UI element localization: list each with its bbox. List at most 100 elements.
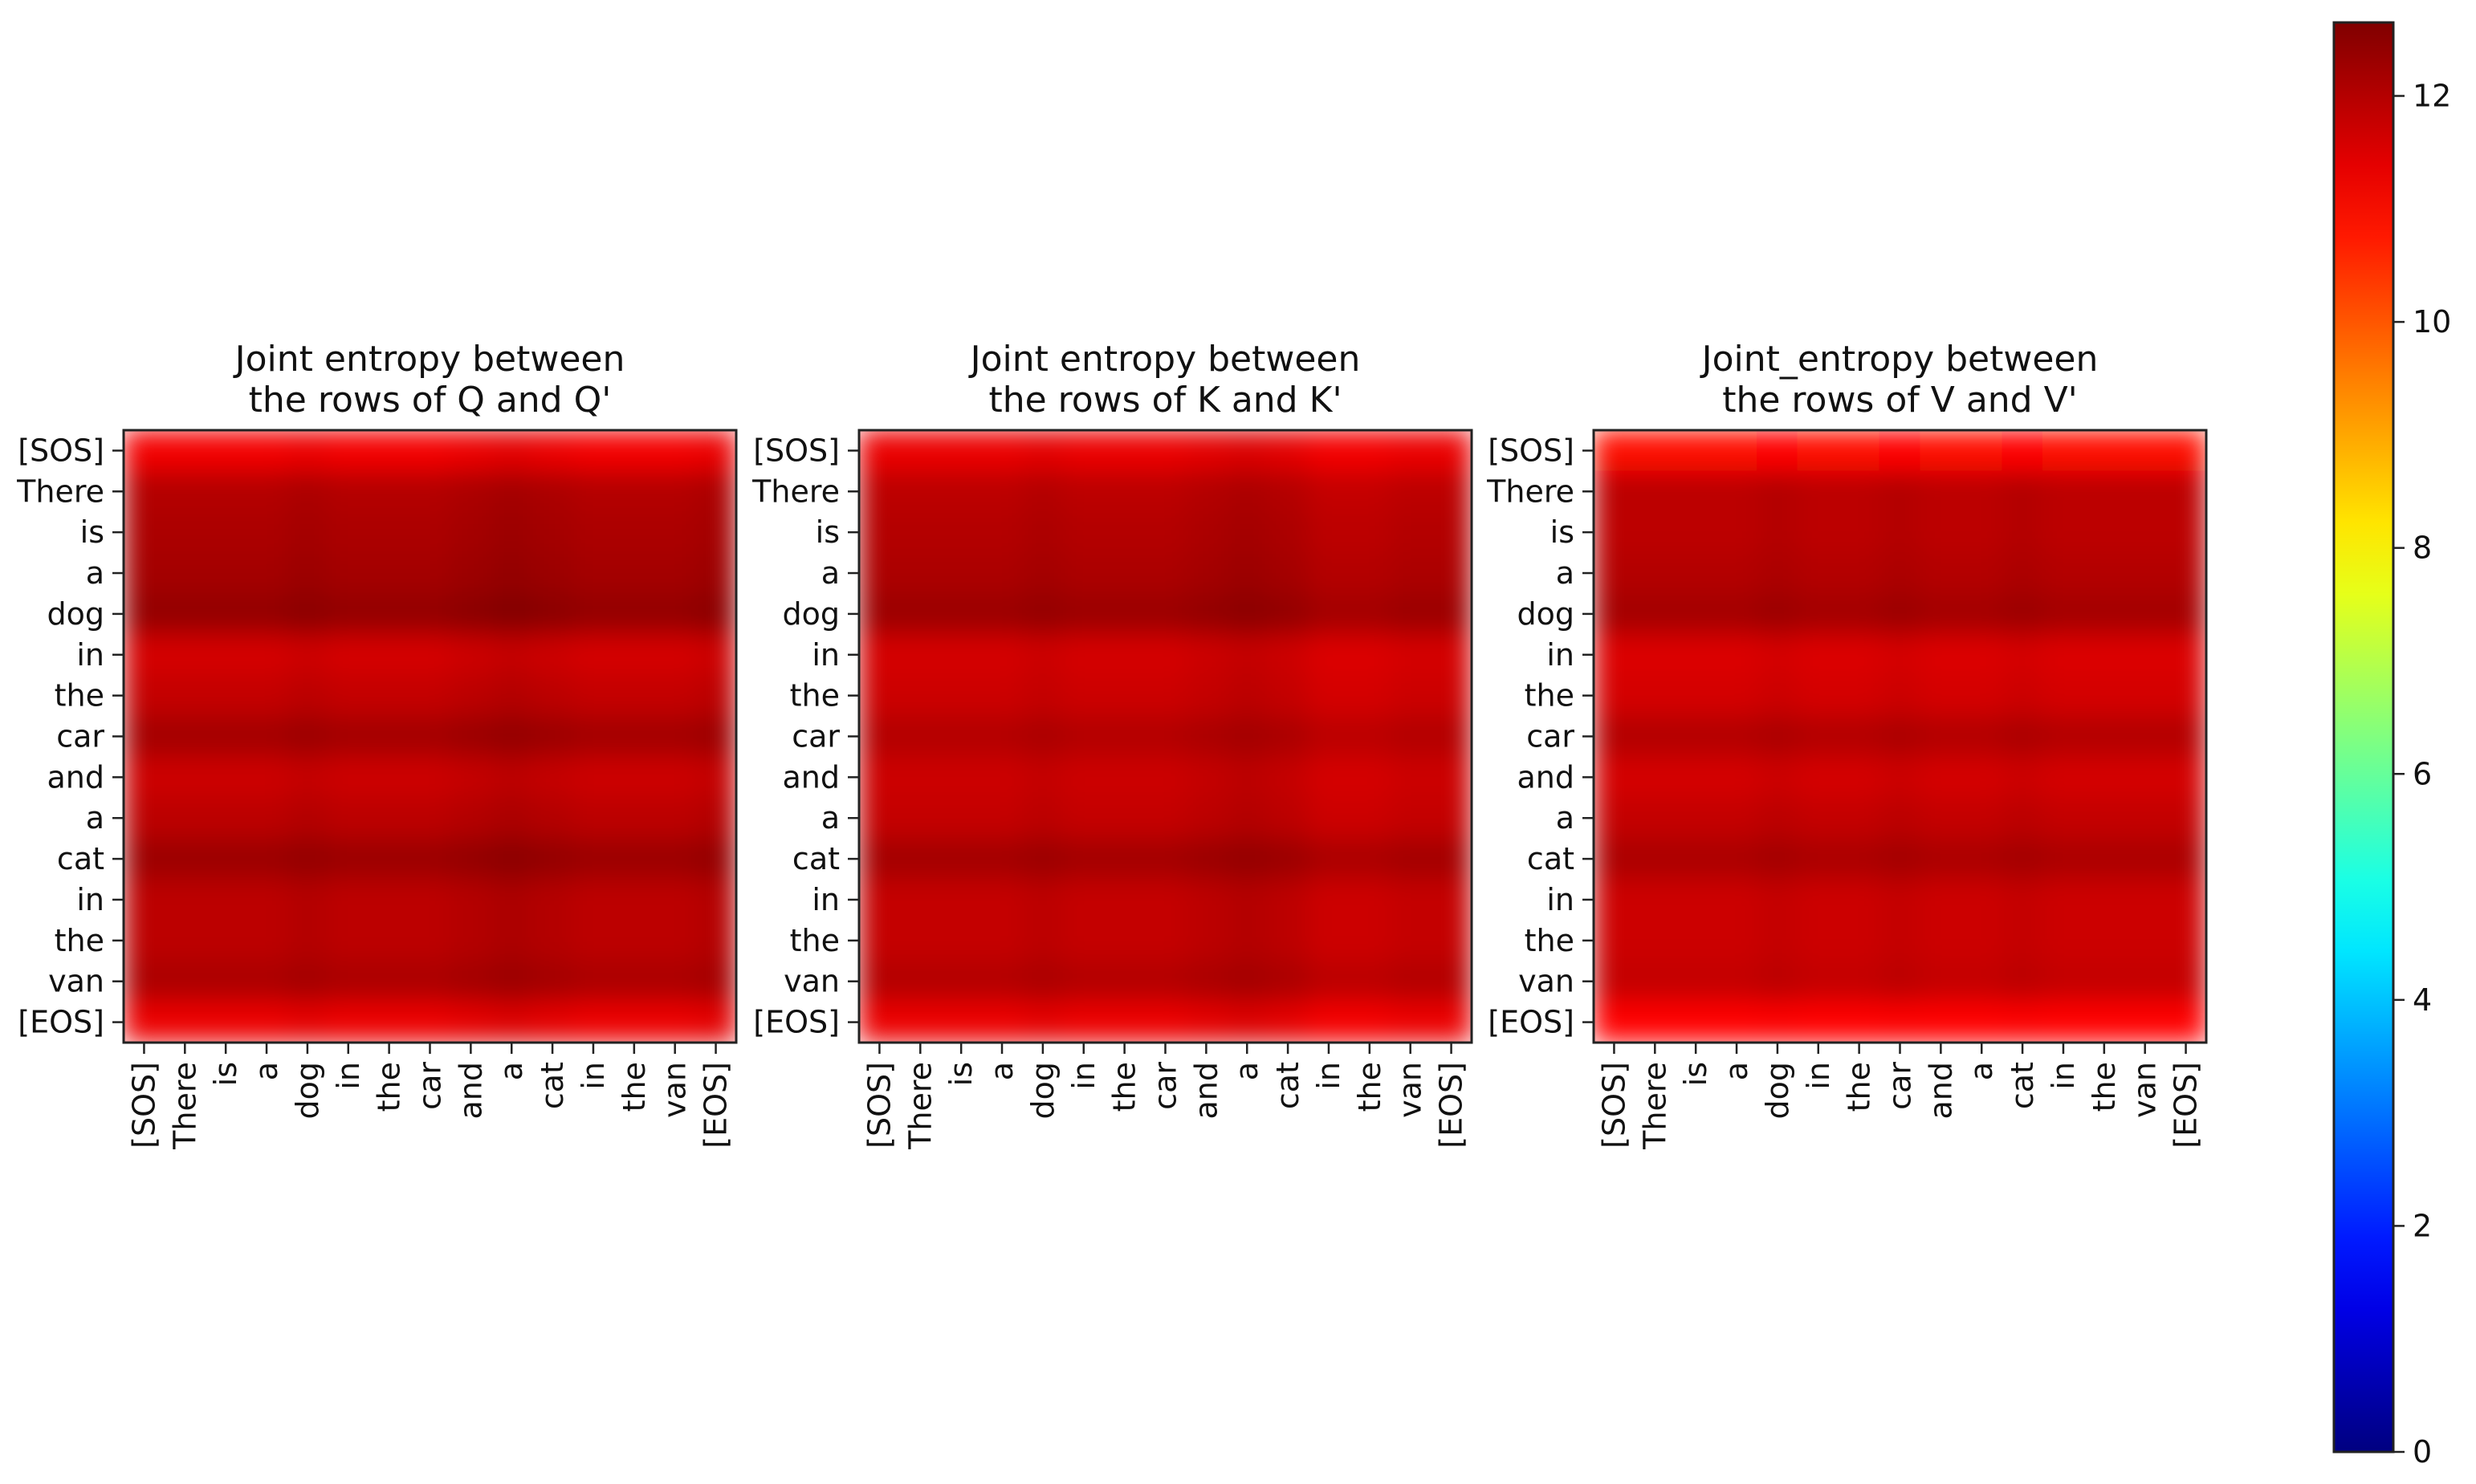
heatmap-cell: [124, 633, 165, 676]
heatmap-cell: [531, 633, 574, 676]
heatmap-cell: [1675, 919, 1717, 962]
heatmap-cell: [2164, 430, 2206, 472]
heatmap-cell: [859, 715, 901, 758]
heatmap-cell: [1961, 1001, 2003, 1043]
heatmap-cells: [1594, 430, 2206, 1043]
heatmap-cell: [940, 919, 983, 962]
heatmap-cell: [694, 470, 736, 513]
colorbar-frame: [2332, 21, 2395, 1454]
y-tick-label: There: [1486, 474, 1574, 509]
colorbar-tick-label: 8: [2413, 531, 2432, 566]
heatmap-cell: [1348, 552, 1391, 594]
heatmap-cell: [1144, 879, 1187, 921]
heatmap-cell: [859, 838, 901, 880]
heatmap-cell: [859, 592, 901, 635]
x-tick-label: [SOS]: [1596, 1062, 1631, 1149]
heatmap-cell: [981, 838, 1023, 880]
heatmap-cell: [1389, 1001, 1431, 1043]
heatmap-cell: [1021, 470, 1064, 513]
heatmap-cell: [2002, 633, 2044, 676]
heatmap-cell: [1675, 715, 1717, 758]
heatmap-cell: [899, 511, 942, 554]
heatmap-cell: [491, 1001, 533, 1043]
y-tick-label: and: [783, 759, 841, 795]
heatmap-cell: [1430, 552, 1472, 594]
heatmap-cell: [613, 470, 655, 513]
heatmap-cell: [1389, 592, 1431, 635]
heatmap-cell: [2002, 919, 2044, 962]
heatmap-cell: [1716, 756, 1757, 799]
heatmap-cell: [940, 1001, 983, 1043]
heatmap-cell: [1797, 960, 1839, 1002]
heatmap-cell: [1308, 470, 1350, 513]
colorbar: 0 2 4 6 8 10 12: [2332, 21, 2451, 1470]
heatmap-cell: [694, 838, 736, 880]
heatmap-cell: [899, 470, 942, 513]
heatmap-cell: [981, 879, 1023, 921]
heatmap-cell: [654, 919, 696, 962]
heatmap-cell: [327, 838, 369, 880]
heatmap-cell: [1103, 756, 1146, 799]
heatmap-cell: [1920, 430, 1962, 472]
heatmap-cell: [1594, 592, 1635, 635]
heatmap-cell: [1144, 470, 1187, 513]
heatmap-cell: [1267, 756, 1309, 799]
heatmap-cell: [2083, 633, 2125, 676]
heatmap-cell: [286, 552, 328, 594]
heatmap-cell: [1797, 470, 1839, 513]
heatmap-cell: [2164, 592, 2206, 635]
heatmap-cell: [1308, 633, 1350, 676]
heatmap-cell: [1348, 838, 1391, 880]
heatmap-cell: [1348, 960, 1391, 1002]
heatmap-cell: [1838, 633, 1880, 676]
heatmap-cell: [981, 552, 1023, 594]
heatmap-cell: [1716, 633, 1757, 676]
heatmap-cell: [1797, 592, 1839, 635]
heatmap-cell: [246, 715, 287, 758]
y-tick-label: dog: [1517, 596, 1575, 632]
heatmap-cell: [1879, 511, 1921, 554]
heatmap-cell: [1634, 838, 1676, 880]
heatmap-cell: [205, 879, 247, 921]
heatmap-cell: [2164, 633, 2206, 676]
heatmap-cell: [1430, 715, 1472, 758]
heatmap-cell: [1756, 511, 1798, 554]
heatmap-cell: [1103, 1001, 1146, 1043]
heatmap-cell: [1920, 960, 1962, 1002]
heatmap-cell: [491, 879, 533, 921]
heatmap-cell: [531, 756, 574, 799]
heatmap-cell: [2124, 1001, 2166, 1043]
y-tick-label: van: [784, 964, 840, 999]
x-tick-label: [SOS]: [861, 1062, 897, 1149]
heatmap-cell: [1062, 715, 1105, 758]
heatmap-cell: [164, 430, 206, 472]
heatmap-cell: [572, 919, 614, 962]
heatmap-cell: [164, 511, 206, 554]
heatmap-cell: [1961, 470, 2003, 513]
heatmap-cell: [2042, 879, 2084, 921]
heatmap-cell: [1267, 838, 1309, 880]
heatmap-cell: [1144, 756, 1187, 799]
heatmap-cell: [1185, 797, 1228, 840]
heatmap-cell: [1226, 960, 1269, 1002]
heatmap-cell: [1879, 797, 1921, 840]
heatmap-cell: [164, 960, 206, 1002]
heatmap-cell: [531, 1001, 574, 1043]
heatmap-cell: [2002, 879, 2044, 921]
heatmap-cell: [1675, 552, 1717, 594]
heatmap-cell: [1430, 592, 1472, 635]
x-tick-label: is: [943, 1062, 979, 1086]
heatmap-cell: [1348, 756, 1391, 799]
heatmap-cells: [124, 430, 736, 1043]
y-tick-label: [SOS]: [753, 433, 840, 468]
heatmap-cell: [2083, 674, 2125, 717]
heatmap-cell: [981, 592, 1023, 635]
heatmap-cell: [2002, 552, 2044, 594]
heatmap-cell: [1634, 756, 1676, 799]
y-tick-label: car: [1526, 719, 1574, 754]
heatmap-cell: [940, 674, 983, 717]
heatmap-cell: [981, 511, 1023, 554]
heatmap-cell: [1879, 674, 1921, 717]
heatmap-cell: [1348, 592, 1391, 635]
heatmap-cell: [1634, 1001, 1676, 1043]
